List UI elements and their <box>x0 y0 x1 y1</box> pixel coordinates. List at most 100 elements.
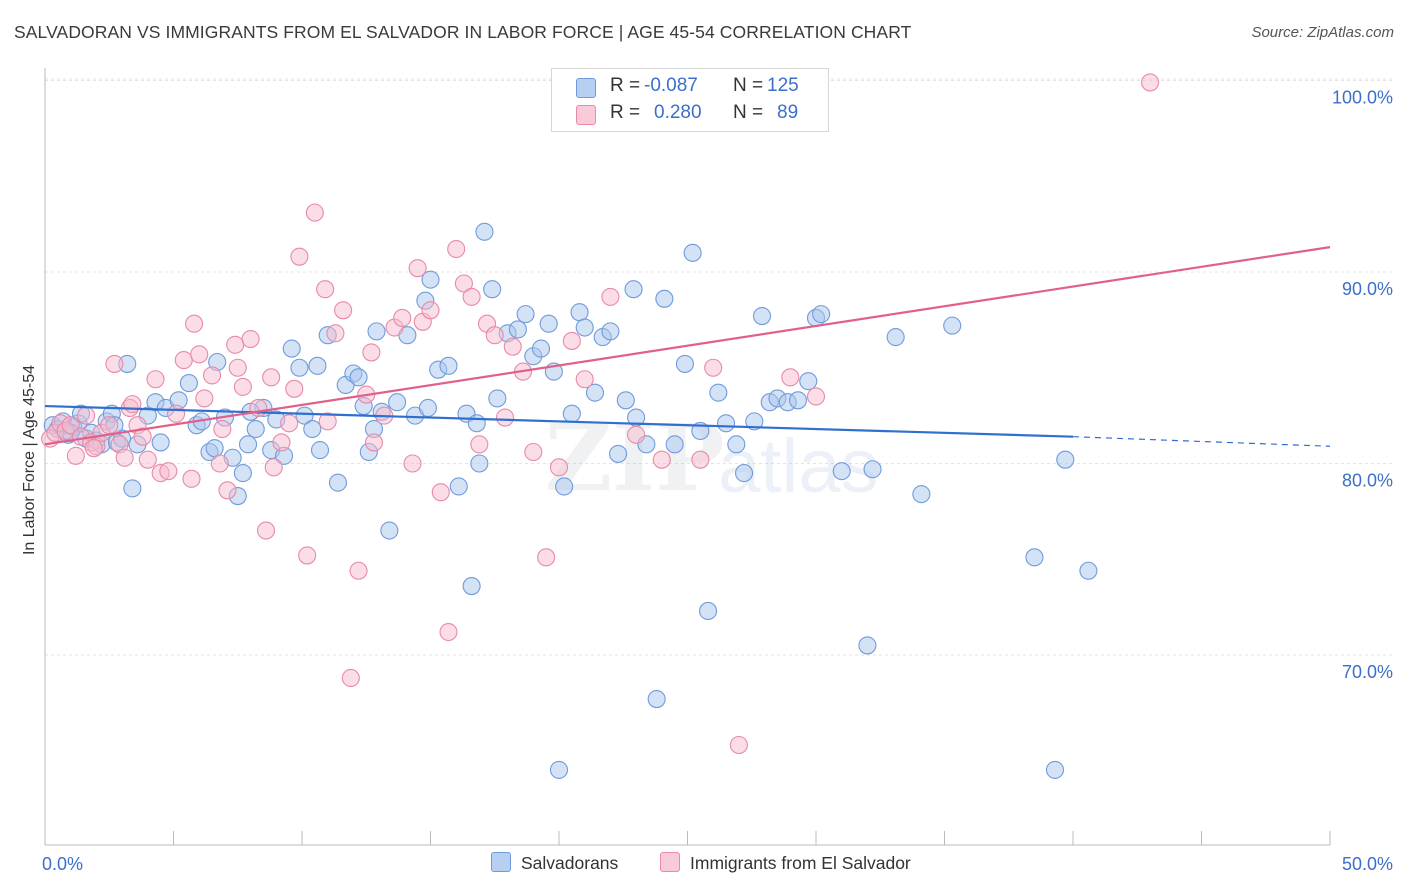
immigrant-point <box>485 326 504 345</box>
immigrant-point <box>226 335 245 354</box>
salvadoran-point <box>624 280 643 299</box>
salvadoran-point <box>449 477 468 496</box>
immigrant-point <box>781 368 800 387</box>
legend-n-value: 125 <box>767 75 799 96</box>
immigrant-point <box>280 414 299 433</box>
immigrant-point <box>341 668 360 688</box>
salvadoran-point <box>508 320 527 339</box>
salvadoran-point <box>467 414 486 433</box>
salvadoran-point <box>282 339 301 358</box>
immigrant-point <box>138 450 157 469</box>
immigrant-point <box>174 351 193 370</box>
salvadoran-point <box>549 760 569 779</box>
immigrant-point <box>439 622 458 642</box>
immigrant-point <box>1141 73 1160 92</box>
immigrant-point <box>362 343 381 362</box>
salvadoran-point <box>562 404 581 423</box>
immigrant-point <box>256 521 276 540</box>
immigrant-point <box>133 427 152 446</box>
immigrant-point <box>349 561 368 580</box>
legend-n-value: 89 <box>777 102 799 123</box>
immigrant-point <box>241 329 260 349</box>
salvadoran-point <box>832 462 851 481</box>
salvadoran-point <box>683 243 702 262</box>
salvadorans-trend-line <box>44 404 1074 438</box>
immigrant-point <box>249 398 268 418</box>
immigrant-point <box>105 354 124 373</box>
bottom-legend-immigrants: Immigrants from El Salvador <box>660 852 911 874</box>
salvadoran-point <box>290 358 309 377</box>
salvadoran-point <box>709 383 728 402</box>
salvadoran-point <box>665 435 684 454</box>
immigrant-point <box>228 358 247 377</box>
salvadoran-point <box>475 222 494 241</box>
y-tick-label: 90.0% <box>1342 279 1393 299</box>
immigrant-point <box>470 435 489 454</box>
salvadorans-trend-extension <box>1072 436 1331 447</box>
salvadoran-point <box>1025 548 1044 567</box>
watermark: ZIP atlas <box>545 404 879 512</box>
immigrants-trend-line <box>44 246 1331 446</box>
x-tick-label-max: 50.0% <box>1342 854 1393 874</box>
salvadoran-point <box>943 316 962 335</box>
immigrant-point <box>575 370 594 389</box>
immigrant-point <box>601 287 620 306</box>
salvadoran-point <box>609 444 628 463</box>
immigrant-point <box>729 735 748 755</box>
bottom-legend-swatch-pink <box>660 852 680 872</box>
salvadoran-point <box>349 368 368 387</box>
salvadoran-point <box>1056 450 1075 469</box>
immigrant-point <box>195 389 214 408</box>
immigrant-point <box>334 301 353 320</box>
immigrant-point <box>285 379 304 398</box>
salvadoran-point <box>179 374 198 393</box>
legend-r-label: R = <box>610 102 641 123</box>
immigrant-point <box>524 442 543 462</box>
legend-n-label: N = <box>733 102 764 123</box>
y-axis-title: In Labor Force | Age 45-54 <box>21 364 38 556</box>
immigrant-point <box>159 462 178 481</box>
y-tick-label: 70.0% <box>1342 662 1393 682</box>
salvadoran-point <box>516 305 535 324</box>
immigrant-point <box>318 412 337 431</box>
immigrant-point <box>66 446 85 465</box>
salvadoran-point <box>863 460 882 479</box>
immigrant-point <box>364 433 384 452</box>
salvadoran-point <box>238 435 258 454</box>
immigrant-point <box>652 450 671 469</box>
legend-swatch-blue <box>576 78 596 98</box>
salvadoran-point <box>858 636 877 655</box>
immigrant-point <box>403 454 422 473</box>
immigrants-points <box>41 73 1160 755</box>
bottom-legend-label: Salvadorans <box>521 853 619 873</box>
salvadoran-point <box>675 354 694 373</box>
immigrant-point <box>562 331 581 350</box>
legend-r-value: -0.087 <box>644 75 698 96</box>
salvadoran-point <box>233 464 252 483</box>
salvadoran-point <box>246 419 265 439</box>
immigrant-point <box>305 203 324 222</box>
salvadoran-point <box>812 305 831 324</box>
salvadoran-point <box>488 389 507 408</box>
immigrant-point <box>290 247 309 266</box>
immigrant-point <box>691 450 710 469</box>
salvadoran-point <box>734 464 754 483</box>
immigrant-point <box>84 439 103 458</box>
immigrant-point <box>203 366 222 385</box>
immigrant-point <box>393 308 412 328</box>
salvadoran-point <box>295 406 314 425</box>
immigrant-point <box>454 274 473 293</box>
salvadoran-point <box>388 393 407 412</box>
salvadoran-point <box>380 521 399 540</box>
immigrant-point <box>462 287 481 306</box>
source-credit: Source: ZipAtlas.com <box>1251 24 1394 41</box>
salvadoran-point <box>439 356 458 375</box>
immigrant-point <box>146 370 165 389</box>
immigrant-point <box>61 416 80 435</box>
legend-r-label: R = <box>610 75 641 96</box>
tick-labels: 70.0% 80.0% 90.0% 100.0% 0.0% 50.0% <box>42 88 1393 875</box>
salvadoran-point <box>303 419 322 439</box>
immigrant-point <box>627 425 646 444</box>
salvadoran-point <box>308 356 327 375</box>
